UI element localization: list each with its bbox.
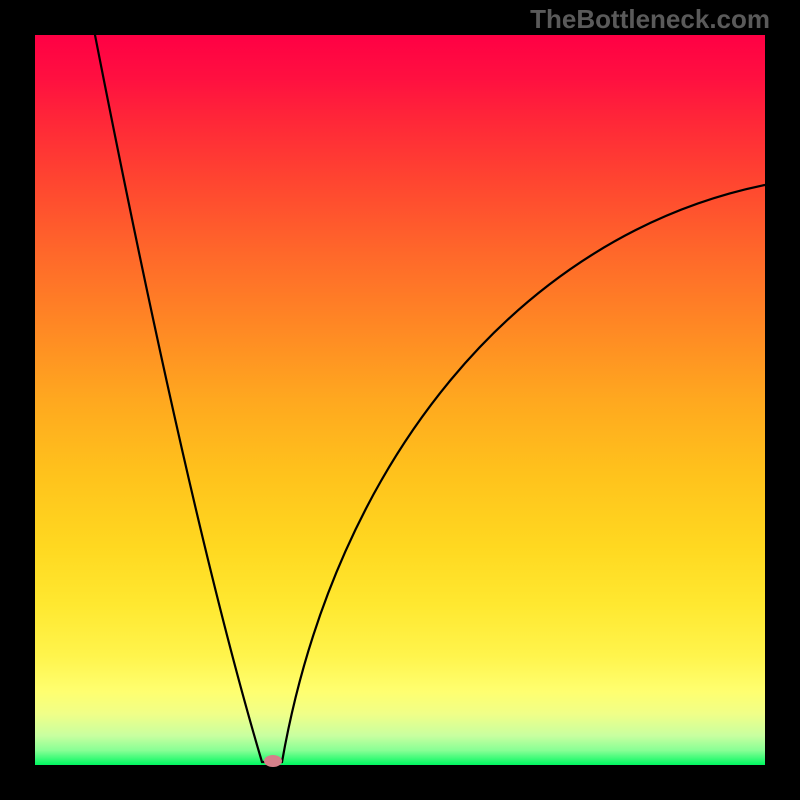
gradient-background bbox=[35, 35, 765, 765]
watermark-text: TheBottleneck.com bbox=[530, 4, 770, 35]
vertex-marker bbox=[264, 755, 282, 767]
plot-area bbox=[35, 35, 765, 765]
chart-container: TheBottleneck.com bbox=[0, 0, 800, 800]
plot-svg bbox=[35, 35, 765, 765]
